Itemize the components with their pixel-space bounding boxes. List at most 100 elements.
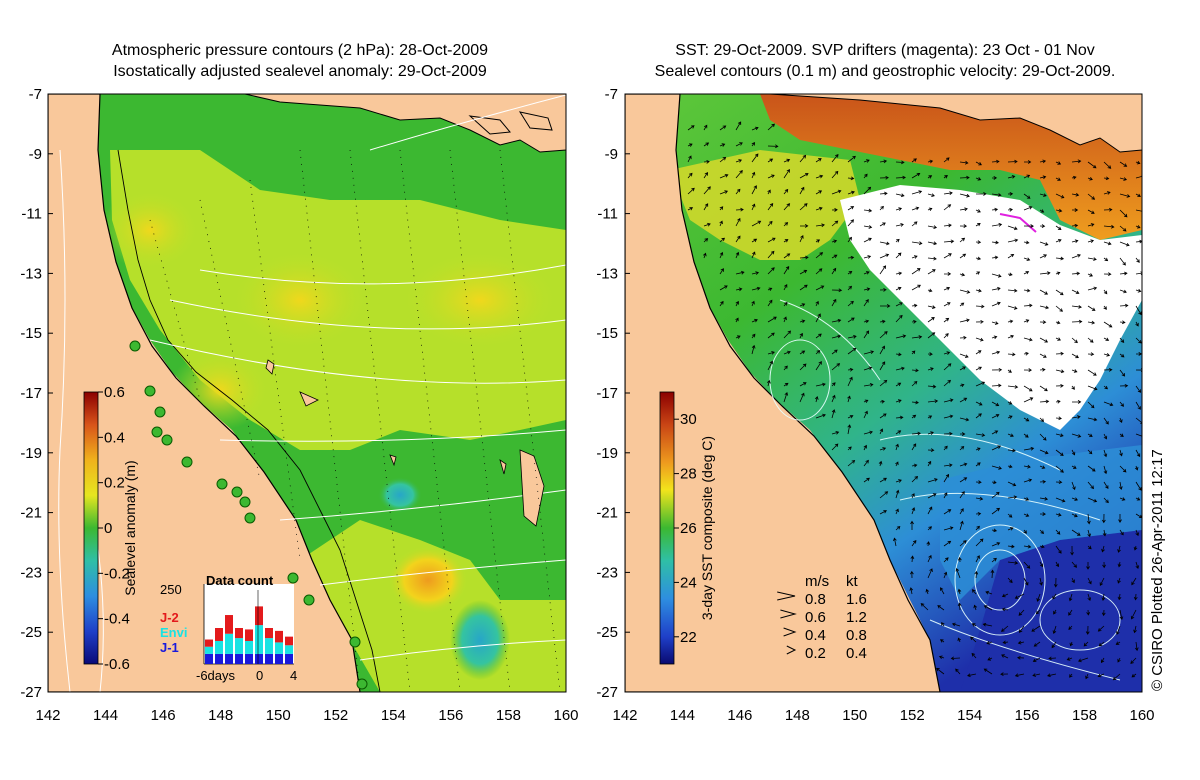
data-count-xtick-end: 4 bbox=[290, 668, 297, 683]
velocity-arrow bbox=[1039, 241, 1049, 246]
velocity-arrow bbox=[831, 363, 841, 371]
velocity-arrow bbox=[735, 159, 743, 163]
velocity-arrow bbox=[719, 156, 727, 163]
velocity-key-ms: 0.6 bbox=[805, 609, 826, 626]
velocity-arrow bbox=[1039, 385, 1048, 392]
velocity-arrow bbox=[1001, 607, 1009, 612]
velocity-arrow bbox=[783, 391, 789, 403]
velocity-arrow bbox=[1071, 223, 1079, 228]
velocity-arrow bbox=[1039, 561, 1044, 568]
velocity-arrow bbox=[1014, 593, 1025, 599]
velocity-arrow bbox=[1007, 225, 1018, 231]
velocity-arrow bbox=[703, 222, 711, 227]
velocity-arrow bbox=[847, 334, 857, 339]
velocity-arrow bbox=[767, 123, 775, 131]
velocity-arrow bbox=[975, 209, 981, 213]
velocity-arrow bbox=[1119, 161, 1128, 167]
velocity-arrow bbox=[957, 637, 962, 643]
velocity-arrow bbox=[847, 415, 854, 419]
velocity-arrow bbox=[975, 177, 982, 181]
velocity-arrow bbox=[895, 193, 905, 198]
velocity-arrow bbox=[1055, 177, 1062, 181]
velocity-arrow bbox=[927, 415, 933, 419]
velocity-arrow bbox=[767, 287, 773, 292]
velocity-arrow bbox=[1115, 641, 1121, 645]
velocity-arrow bbox=[943, 175, 948, 179]
velocity-arrow bbox=[815, 313, 821, 323]
velocity-arrow bbox=[895, 223, 904, 227]
velocity-arrow bbox=[767, 267, 775, 275]
velocity-arrow bbox=[1055, 512, 1062, 517]
lat-tick-right: -23 bbox=[596, 564, 618, 581]
velocity-arrow bbox=[927, 478, 938, 483]
velocity-arrow bbox=[970, 636, 977, 643]
velocity-arrow bbox=[1085, 673, 1089, 680]
velocity-arrow bbox=[815, 361, 822, 371]
velocity-arrow bbox=[1087, 193, 1096, 200]
velocity-arrow bbox=[719, 174, 729, 179]
velocity-arrow bbox=[895, 399, 902, 403]
velocity-arrow bbox=[943, 363, 952, 371]
velocity-key-ms: 0.2 bbox=[805, 645, 826, 662]
velocity-arrow bbox=[1103, 305, 1107, 310]
velocity-arrow bbox=[847, 190, 855, 195]
lon-tick-left: 150 bbox=[266, 707, 291, 724]
velocity-arrow bbox=[751, 333, 756, 339]
velocity-arrow bbox=[991, 465, 1002, 470]
velocity-arrow bbox=[1103, 417, 1109, 425]
velocity-arrow bbox=[911, 368, 919, 373]
velocity-arrow bbox=[943, 398, 954, 403]
velocity-arrow bbox=[1135, 305, 1142, 316]
velocity-arrow bbox=[751, 271, 760, 275]
velocity-arrow bbox=[991, 159, 1000, 164]
velocity-arrow bbox=[799, 269, 808, 275]
velocity-arrow bbox=[1118, 514, 1122, 523]
velocity-arrow bbox=[986, 641, 993, 645]
left-shelf-edge bbox=[117, 149, 381, 692]
velocity-arrow bbox=[975, 337, 984, 342]
velocity-arrow bbox=[1103, 257, 1109, 262]
velocity-arrow bbox=[1119, 193, 1131, 198]
velocity-key-kt: 0.8 bbox=[846, 627, 867, 644]
velocity-arrow bbox=[799, 154, 807, 163]
velocity-arrow bbox=[1119, 225, 1127, 232]
velocity-arrow bbox=[895, 508, 899, 515]
left-anomaly-hotspot bbox=[388, 546, 468, 614]
velocity-arrow bbox=[943, 286, 951, 291]
velocity-arrow bbox=[1101, 657, 1105, 664]
velocity-arrow bbox=[1001, 654, 1009, 659]
velocity-arrow bbox=[927, 159, 934, 164]
velocity-arrow bbox=[863, 299, 869, 307]
velocity-arrow bbox=[1023, 337, 1033, 342]
velocity-key-rows: 0.8 1.60.6 1.20.4 0.80.2 0.4 bbox=[777, 591, 867, 662]
velocity-arrow bbox=[831, 382, 836, 387]
velocity-arrow bbox=[1069, 673, 1073, 678]
velocity-arrow bbox=[1072, 208, 1079, 212]
velocity-arrow bbox=[971, 652, 977, 659]
velocity-arrow bbox=[799, 173, 809, 179]
velocity-arrow bbox=[1055, 193, 1065, 199]
velocity-arrow bbox=[735, 251, 740, 259]
velocity-arrow bbox=[799, 186, 805, 195]
velocity-arrow bbox=[1071, 577, 1075, 584]
velocity-arrow bbox=[959, 175, 970, 180]
data-count-bar-j1 bbox=[285, 653, 293, 664]
velocity-arrow bbox=[783, 169, 790, 179]
data-count-bar-envi bbox=[215, 640, 223, 654]
velocity-arrow bbox=[1023, 478, 1033, 483]
velocity-arrow bbox=[959, 397, 968, 403]
velocity-arrow bbox=[1070, 545, 1074, 556]
velocity-arrow bbox=[767, 220, 773, 227]
lat-tick-left: -23 bbox=[20, 564, 42, 581]
lat-tick-left: -27 bbox=[20, 684, 42, 701]
velocity-arrow bbox=[783, 301, 788, 307]
velocity-arrow bbox=[950, 656, 961, 661]
velocity-arrow bbox=[751, 203, 756, 211]
velocity-arrow bbox=[703, 186, 711, 195]
velocity-arrow bbox=[879, 265, 887, 275]
velocity-arrow bbox=[927, 506, 933, 515]
velocity-arrow bbox=[983, 668, 993, 675]
velocity-arrow bbox=[879, 159, 888, 164]
velocity-arrow bbox=[1007, 238, 1019, 243]
velocity-arrow bbox=[879, 331, 888, 339]
